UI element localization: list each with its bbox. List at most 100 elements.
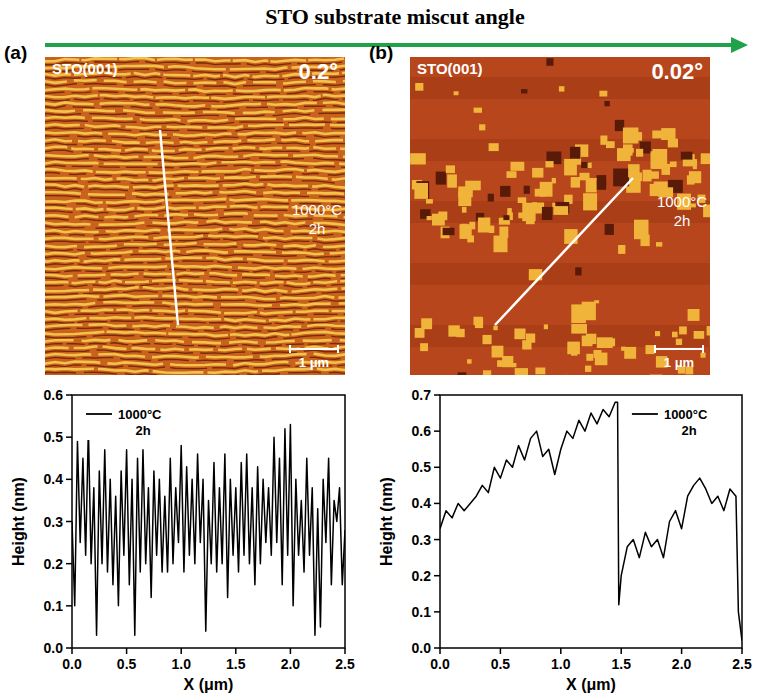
afm-island bbox=[570, 147, 580, 159]
afm-step bbox=[45, 172, 345, 176]
afm-island bbox=[414, 183, 428, 199]
afm-island bbox=[446, 165, 455, 173]
afm-island bbox=[588, 162, 592, 168]
afm-island bbox=[655, 331, 660, 336]
scale-bar-label: 1 μm bbox=[299, 355, 329, 370]
afm-step bbox=[45, 313, 345, 317]
afm-island bbox=[483, 335, 492, 344]
legend-label-line: 1000°C bbox=[664, 407, 708, 422]
afm-island bbox=[553, 206, 568, 215]
afm-island bbox=[432, 214, 445, 226]
anneal-label: 2h bbox=[309, 220, 326, 237]
x-tick-label: 1.5 bbox=[226, 656, 246, 672]
afm-island bbox=[650, 375, 663, 376]
profile-line bbox=[160, 130, 178, 325]
afm-island bbox=[499, 227, 508, 238]
afm-island bbox=[492, 346, 504, 358]
profile-series bbox=[72, 425, 345, 636]
afm-island bbox=[421, 318, 432, 329]
afm-island bbox=[410, 153, 426, 164]
afm-island bbox=[532, 202, 537, 208]
x-tick bbox=[560, 648, 562, 654]
afm-island bbox=[544, 324, 548, 329]
afm-step bbox=[45, 150, 345, 154]
profile-series bbox=[440, 402, 742, 641]
afm-island bbox=[474, 317, 482, 325]
afm-island bbox=[494, 236, 508, 253]
chart: 0.00.51.01.52.02.50.00.10.20.30.40.50.60… bbox=[378, 387, 752, 693]
afm-island bbox=[585, 366, 591, 372]
afm-terrace bbox=[45, 273, 345, 277]
afm-island bbox=[599, 91, 607, 97]
y-tick bbox=[434, 394, 440, 396]
afm-island bbox=[604, 101, 609, 106]
afm-step bbox=[45, 276, 345, 280]
afm-island bbox=[526, 219, 535, 225]
afm-terrace bbox=[45, 310, 345, 314]
afm-island bbox=[650, 171, 659, 178]
afm-island bbox=[478, 218, 490, 233]
scale-bar-end bbox=[289, 345, 291, 353]
afm-island bbox=[605, 338, 615, 346]
y-tick bbox=[434, 575, 440, 577]
afm-island bbox=[597, 180, 606, 189]
legend-swatch bbox=[86, 413, 112, 415]
afm-band bbox=[410, 325, 710, 347]
afm-island bbox=[507, 208, 512, 214]
afm-step bbox=[45, 224, 345, 228]
x-tick bbox=[620, 648, 622, 654]
afm-island bbox=[462, 207, 467, 213]
afm-island bbox=[559, 86, 565, 91]
y-tick-label: 0.1 bbox=[44, 598, 64, 614]
afm-island bbox=[514, 329, 525, 340]
y-tick-label: 0.1 bbox=[412, 604, 432, 620]
y-tick-label: 0.2 bbox=[412, 568, 432, 584]
afm-island bbox=[707, 326, 710, 335]
afm-island bbox=[567, 342, 580, 355]
x-tick bbox=[439, 648, 441, 654]
afm-island bbox=[624, 347, 636, 359]
afm-island bbox=[456, 329, 464, 337]
plot-frame bbox=[72, 395, 345, 648]
afm-island bbox=[606, 141, 615, 148]
profile-line bbox=[495, 178, 633, 325]
header-title: STO substrate miscut angle bbox=[265, 4, 525, 29]
afm-terrace bbox=[45, 169, 345, 173]
afm-terrace bbox=[45, 295, 345, 299]
plot-data bbox=[72, 425, 345, 636]
y-axis-title: Height (nm) bbox=[378, 477, 395, 566]
x-tick bbox=[180, 648, 182, 654]
y-axis-title: Height (nm) bbox=[10, 477, 27, 566]
y-tick-label: 0.6 bbox=[44, 387, 64, 403]
afm-background bbox=[410, 57, 710, 375]
legend-swatch bbox=[632, 413, 658, 415]
x-tick bbox=[344, 648, 346, 654]
afm-terrace bbox=[45, 324, 345, 328]
afm-island bbox=[688, 309, 700, 321]
afm-step bbox=[45, 98, 345, 102]
x-tick bbox=[126, 648, 128, 654]
afm-island bbox=[479, 124, 485, 130]
afm-island bbox=[493, 326, 498, 331]
legend-label-line: 2h bbox=[132, 423, 151, 438]
afm-image: STO(001)0.2°1000°C2h1 μm bbox=[45, 57, 355, 376]
scale-bar bbox=[290, 348, 338, 350]
afm-island bbox=[521, 89, 527, 93]
y-tick bbox=[434, 430, 440, 432]
substrate-label: STO(001) bbox=[52, 60, 118, 77]
y-tick-label: 0.7 bbox=[412, 387, 432, 403]
afm-island bbox=[420, 343, 428, 351]
afm-island bbox=[630, 148, 634, 153]
afm-terrace bbox=[45, 317, 345, 321]
afm-island bbox=[676, 339, 682, 345]
afm-terrace bbox=[45, 287, 345, 291]
x-tick-label: 0.0 bbox=[62, 656, 82, 672]
afm-island bbox=[552, 178, 556, 184]
afm-island bbox=[489, 143, 499, 151]
y-tick-label: 0.4 bbox=[44, 471, 64, 487]
afm-terrace bbox=[45, 139, 345, 143]
y-tick-label: 0.5 bbox=[44, 429, 64, 445]
afm-terrace bbox=[45, 228, 345, 232]
afm-island bbox=[571, 304, 586, 323]
afm-band bbox=[410, 263, 710, 285]
